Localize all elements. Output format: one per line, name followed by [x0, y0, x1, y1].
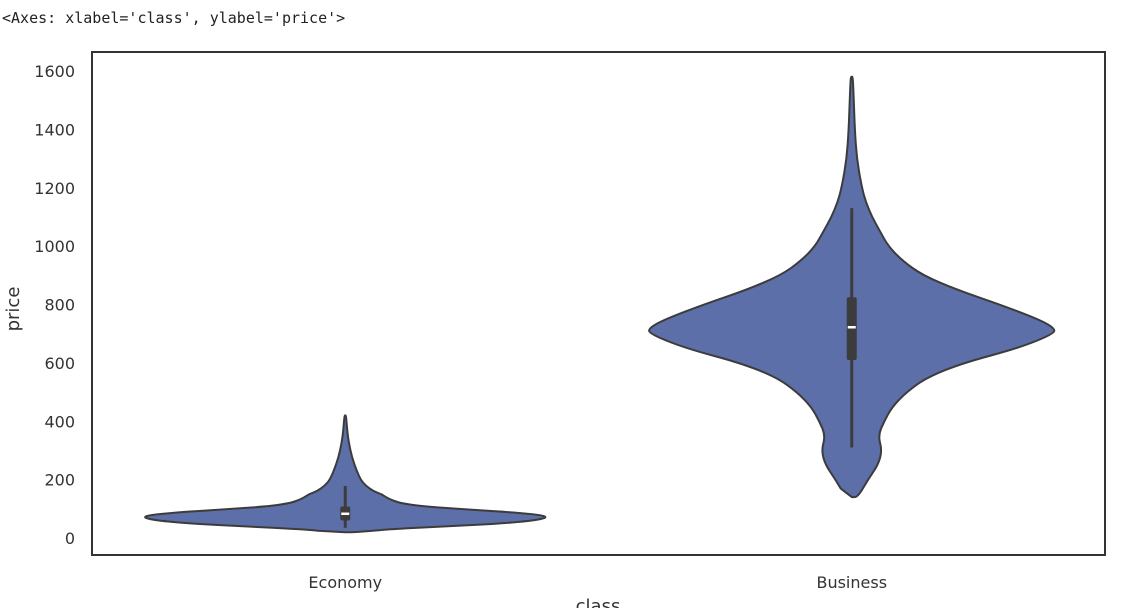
- y-tick-label: 0: [65, 529, 75, 548]
- y-tick-label: 1600: [34, 62, 75, 81]
- y-axis-label: price: [3, 287, 24, 332]
- x-axis-label: class: [576, 596, 621, 608]
- x-tick-label: Economy: [308, 573, 382, 592]
- x-tick-label: Business: [816, 573, 887, 592]
- y-tick-label: 1200: [34, 179, 75, 198]
- y-tick-label: 600: [44, 354, 75, 373]
- plot-area-spine: [91, 51, 1106, 556]
- y-axis: 0 200 400 600 800 1000 1200 1400 1600: [34, 62, 75, 548]
- y-tick-label: 1400: [34, 120, 75, 139]
- y-tick-label: 200: [44, 471, 75, 490]
- y-tick-label: 800: [44, 296, 75, 315]
- y-tick-label: 400: [44, 412, 75, 431]
- x-axis: Economy Business: [308, 573, 887, 592]
- axes-repr-output: <Axes: xlabel='class', ylabel='price'>: [2, 9, 346, 27]
- y-tick-label: 1000: [34, 237, 75, 256]
- violin-body-economy: [144, 414, 547, 534]
- violins: [144, 75, 1056, 534]
- violin-iqr-box-business: [846, 297, 857, 360]
